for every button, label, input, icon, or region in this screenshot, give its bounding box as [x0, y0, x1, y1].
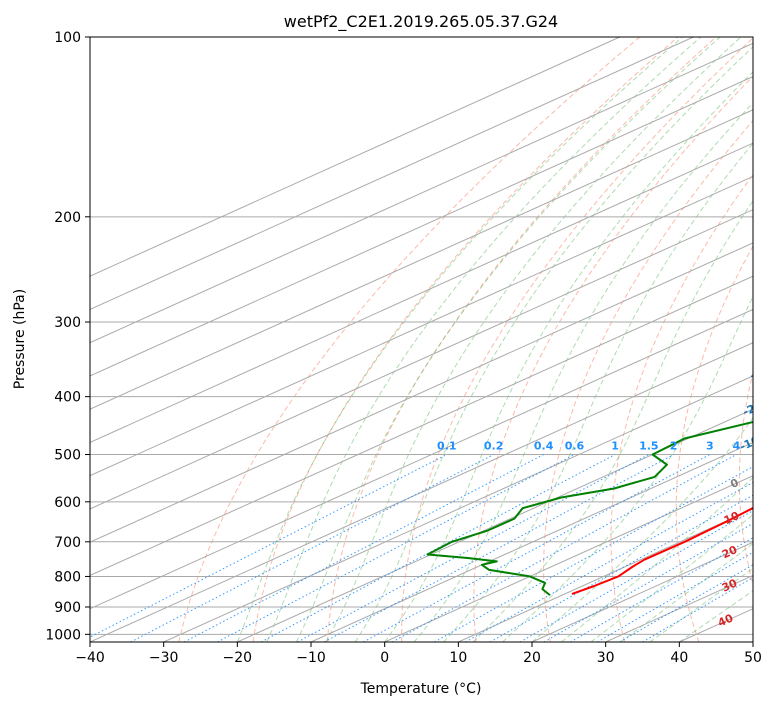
dry-adiabat-line	[543, 119, 753, 642]
mixing-ratio-label: 4	[733, 440, 741, 453]
mixing-ratio-label: 0.1	[437, 440, 457, 453]
mixing-ratio-label: 2	[670, 440, 678, 453]
dry-adiabat-line	[473, 75, 753, 642]
mixing-ratio-line	[363, 454, 711, 642]
mixing-ratio-line	[543, 522, 753, 642]
isotherm-line	[163, 375, 753, 642]
x-tick-label: −20	[223, 650, 253, 666]
chart-title: wetPf2_C2E1.2019.265.05.37.G24	[284, 12, 558, 32]
mixing-ratio-line	[260, 454, 616, 642]
isotherm-line	[90, 142, 753, 443]
moist-adiabat-line	[561, 476, 753, 642]
mixing-ratio-line	[130, 454, 494, 642]
x-tick-label: 20	[523, 650, 541, 666]
plot-frame	[89, 36, 754, 643]
mixing-ratio-label: 1.5	[639, 440, 659, 453]
dry-adiabat-line	[738, 370, 753, 587]
mixing-ratio-label: 0.2	[484, 440, 504, 453]
plot-background	[90, 37, 753, 642]
data-series	[426, 420, 753, 596]
x-tick-label: −30	[149, 650, 179, 666]
isotherm-label: -40	[750, 328, 774, 348]
isotherm-label: 40	[716, 611, 736, 629]
isotherm-line	[90, 342, 753, 642]
isotherm-line	[90, 37, 694, 310]
x-tick-label: −10	[296, 650, 326, 666]
mixing-ratio-label: 1	[611, 440, 619, 453]
x-tick-label: −40	[75, 650, 105, 666]
mixing-ratio-line	[217, 454, 575, 642]
y-tick-label: 600	[54, 495, 81, 511]
y-tick-label: 400	[54, 390, 81, 406]
isotherm-label: 10	[722, 509, 742, 527]
moist-adiabat-line	[236, 37, 683, 642]
reference-lines	[90, 37, 753, 642]
dry-adiabat-line	[610, 173, 753, 642]
moist-adiabat-line	[649, 567, 753, 642]
dewpoint-profile-line	[426, 420, 753, 596]
isotherm-line	[90, 42, 753, 344]
isotherm-line	[90, 275, 753, 577]
isotherm-line	[310, 441, 753, 642]
isotherm-line	[90, 242, 753, 543]
moist-adiabat-line	[531, 416, 753, 642]
isotherm-line	[90, 109, 753, 410]
moist-adiabat-line	[266, 37, 702, 642]
x-tick-label: 40	[670, 650, 688, 666]
mixing-ratio-label: 6	[771, 440, 775, 453]
mixing-ratio-label: 3	[706, 440, 714, 453]
moist-adiabat-line	[472, 199, 753, 642]
dry-adiabat-line	[252, 37, 679, 642]
mixing-ratio-line	[434, 466, 753, 642]
isotherm-line	[90, 76, 753, 377]
y-tick-label: 700	[54, 535, 81, 551]
moist-adiabat-line	[325, 37, 742, 642]
mixing-ratio-line	[519, 510, 753, 642]
y-tick-label: 500	[54, 448, 81, 464]
y-tick-label: 300	[54, 315, 81, 331]
y-tick-label: 200	[54, 210, 81, 226]
y-tick-label: 800	[54, 569, 81, 585]
temperature-profile-line	[571, 506, 753, 595]
mixing-ratio-line	[90, 454, 448, 638]
y-tick-label: 1000	[45, 627, 81, 643]
isotherm-label: 20	[720, 543, 740, 561]
mixing-ratio-line	[391, 454, 737, 642]
mixing-ratio-line	[323, 454, 674, 642]
dry-adiabat-line	[675, 245, 753, 642]
x-tick-label: 30	[597, 650, 615, 666]
mixing-ratio-label: 0.4	[534, 440, 554, 453]
moist-adiabat-line	[384, 71, 753, 642]
isotherm-line	[237, 408, 753, 642]
dry-adiabat-line	[178, 37, 641, 642]
isotherm-line	[384, 475, 753, 642]
reference-labels: 0.10.20.40.611.52346810131620253036-100-…	[437, 328, 775, 630]
isotherm-line	[90, 209, 753, 510]
isotherm-line	[90, 175, 753, 477]
isotherm-line	[90, 308, 753, 610]
y-tick-label: 100	[54, 30, 81, 46]
x-tick-label: 50	[744, 650, 762, 666]
y-tick-label: 900	[54, 600, 81, 616]
y-axis-label: Pressure (hPa)	[12, 289, 28, 389]
x-tick-label: 0	[380, 650, 389, 666]
x-tick-label: 10	[449, 650, 467, 666]
isotherm-line	[752, 641, 753, 642]
isotherm-label: 30	[720, 576, 740, 594]
isotherm-line	[90, 37, 620, 277]
isotherm-label: -30	[748, 362, 772, 382]
mixing-ratio-label: 0.6	[565, 440, 585, 453]
x-axis-label: Temperature (°C)	[360, 681, 482, 697]
isotherm-line	[458, 508, 753, 642]
axes: −40 −30 −20 −10 0 10 20 30 40 50 100 200 300 400 500 60…	[45, 30, 762, 666]
moist-adiabat-line	[679, 590, 753, 642]
moist-adiabat-line	[354, 46, 753, 642]
